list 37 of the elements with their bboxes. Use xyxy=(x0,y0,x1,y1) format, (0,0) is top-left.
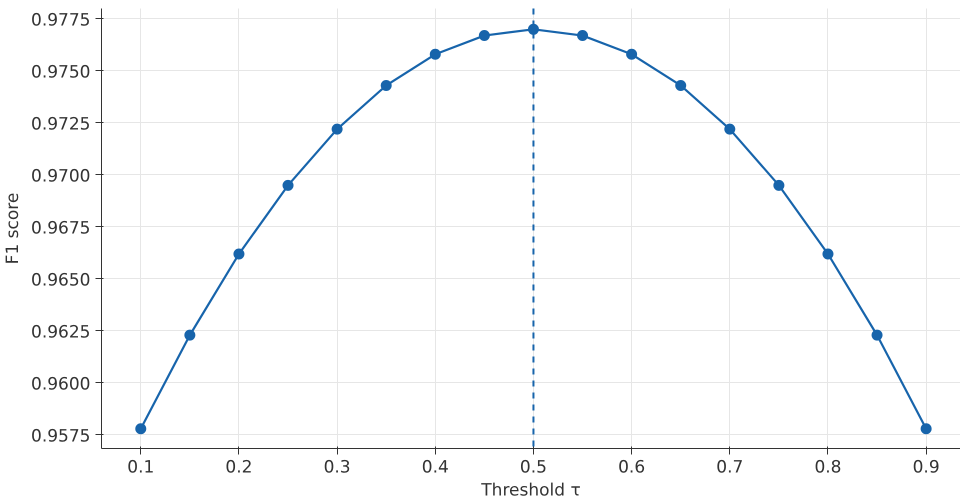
y-tick-label: 0.9575 xyxy=(31,426,90,446)
point xyxy=(724,124,736,135)
y-tick-label: 0.9650 xyxy=(31,270,90,290)
y-tick-label: 0.9700 xyxy=(31,166,90,186)
y-tick-label: 0.9750 xyxy=(31,62,90,82)
point xyxy=(528,24,539,35)
x-tick-label: 0.3 xyxy=(324,458,351,478)
x-tick-label: 0.1 xyxy=(127,458,154,478)
y-axis-title: F1 score xyxy=(3,192,24,264)
y-tick-label: 0.9775 xyxy=(31,10,90,30)
x-tick-label: 0.5 xyxy=(520,458,547,478)
point xyxy=(822,248,834,260)
point xyxy=(478,30,490,42)
point xyxy=(380,80,392,91)
point xyxy=(332,124,343,135)
point xyxy=(626,48,638,60)
y-tick-label: 0.9600 xyxy=(31,374,90,394)
point xyxy=(233,248,244,260)
x-axis-title: Threshold τ xyxy=(480,480,581,500)
y-tick-label: 0.9625 xyxy=(31,322,90,342)
point xyxy=(184,330,196,341)
y-tick-label: 0.9675 xyxy=(31,218,90,238)
x-tick-label: 0.9 xyxy=(912,458,940,478)
x-tick-label: 0.7 xyxy=(716,458,744,478)
point xyxy=(920,423,932,434)
x-tick-label: 0.6 xyxy=(618,458,646,478)
point xyxy=(872,330,883,341)
point xyxy=(577,30,588,42)
point xyxy=(430,48,441,60)
x-tick-label: 0.8 xyxy=(814,458,842,478)
x-tick-label: 0.4 xyxy=(422,458,449,478)
point xyxy=(675,80,686,91)
x-tick-label: 0.2 xyxy=(225,458,252,478)
point xyxy=(282,180,294,191)
point xyxy=(135,423,146,434)
y-tick-label: 0.9725 xyxy=(31,114,90,134)
point xyxy=(773,180,784,191)
